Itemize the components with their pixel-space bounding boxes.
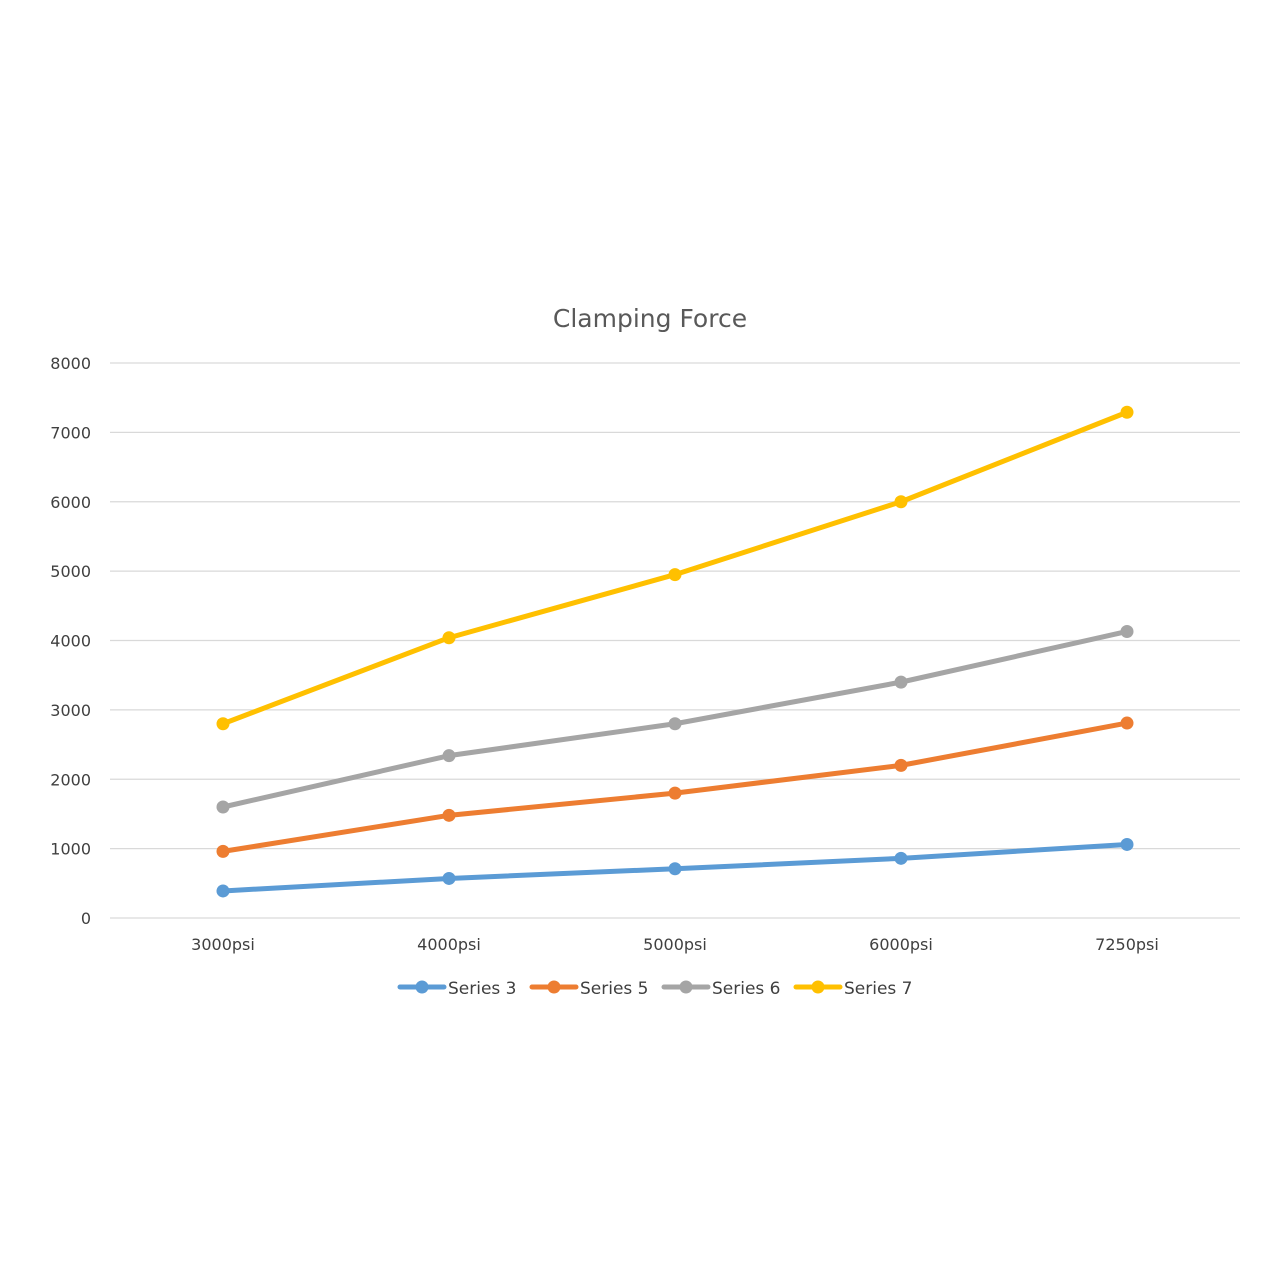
y-axis-tick-labels: 0 1000 2000 3000 4000 5000 6000 7000 8000 xyxy=(50,354,91,928)
data-point xyxy=(894,675,908,689)
x-tick-label: 6000psi xyxy=(869,935,933,954)
data-point xyxy=(442,871,456,885)
data-point xyxy=(668,717,682,731)
y-tick-label: 7000 xyxy=(50,423,91,442)
gridlines xyxy=(110,362,1240,919)
series-2 xyxy=(216,716,1134,858)
legend-item: Series 5 xyxy=(529,979,649,999)
series-3 xyxy=(216,624,1134,814)
data-point xyxy=(216,717,230,731)
legend-label: Series 3 xyxy=(448,979,517,999)
series-line xyxy=(220,409,1130,727)
legend-item: Series 7 xyxy=(793,979,913,999)
data-point xyxy=(668,862,682,876)
legend-label: Series 5 xyxy=(580,979,649,999)
series-4 xyxy=(216,405,1134,731)
data-point xyxy=(894,851,908,865)
y-tick-label: 8000 xyxy=(50,354,91,373)
legend-label: Series 6 xyxy=(712,979,781,999)
y-tick-label: 6000 xyxy=(50,493,91,512)
data-point xyxy=(216,800,230,814)
data-point xyxy=(1120,716,1134,730)
series-lines xyxy=(216,405,1134,898)
data-point xyxy=(216,884,230,898)
y-tick-label: 4000 xyxy=(50,632,91,651)
x-axis-tick-labels: 3000psi 4000psi 5000psi 6000psi 7250psi xyxy=(191,935,1159,954)
x-tick-label: 4000psi xyxy=(417,935,481,954)
x-tick-label: 5000psi xyxy=(643,935,707,954)
data-point xyxy=(894,495,908,509)
data-point xyxy=(894,758,908,772)
series-1 xyxy=(216,837,1134,898)
legend-swatch-marker xyxy=(679,980,693,994)
legend-swatch-marker xyxy=(415,980,429,994)
legend-swatch-marker xyxy=(547,980,561,994)
data-point xyxy=(1120,837,1134,851)
y-tick-label: 3000 xyxy=(50,701,91,720)
chart-title: Clamping Force xyxy=(553,304,747,333)
data-point xyxy=(442,808,456,822)
data-point xyxy=(216,844,230,858)
data-point xyxy=(442,749,456,763)
data-point xyxy=(442,631,456,645)
legend-label: Series 7 xyxy=(844,979,913,999)
x-tick-label: 7250psi xyxy=(1095,935,1159,954)
y-tick-label: 2000 xyxy=(50,770,91,789)
data-point xyxy=(668,568,682,582)
data-point xyxy=(1120,405,1134,419)
y-tick-label: 1000 xyxy=(50,840,91,859)
y-tick-label: 5000 xyxy=(50,562,91,581)
legend: Series 3 Series 5 Series 6 Series 7 xyxy=(397,979,913,999)
data-point xyxy=(1120,624,1134,638)
legend-item: Series 3 xyxy=(397,979,517,999)
legend-item: Series 6 xyxy=(661,979,781,999)
legend-swatch-marker xyxy=(811,980,825,994)
x-tick-label: 3000psi xyxy=(191,935,255,954)
y-tick-label: 0 xyxy=(81,909,91,928)
data-point xyxy=(668,786,682,800)
